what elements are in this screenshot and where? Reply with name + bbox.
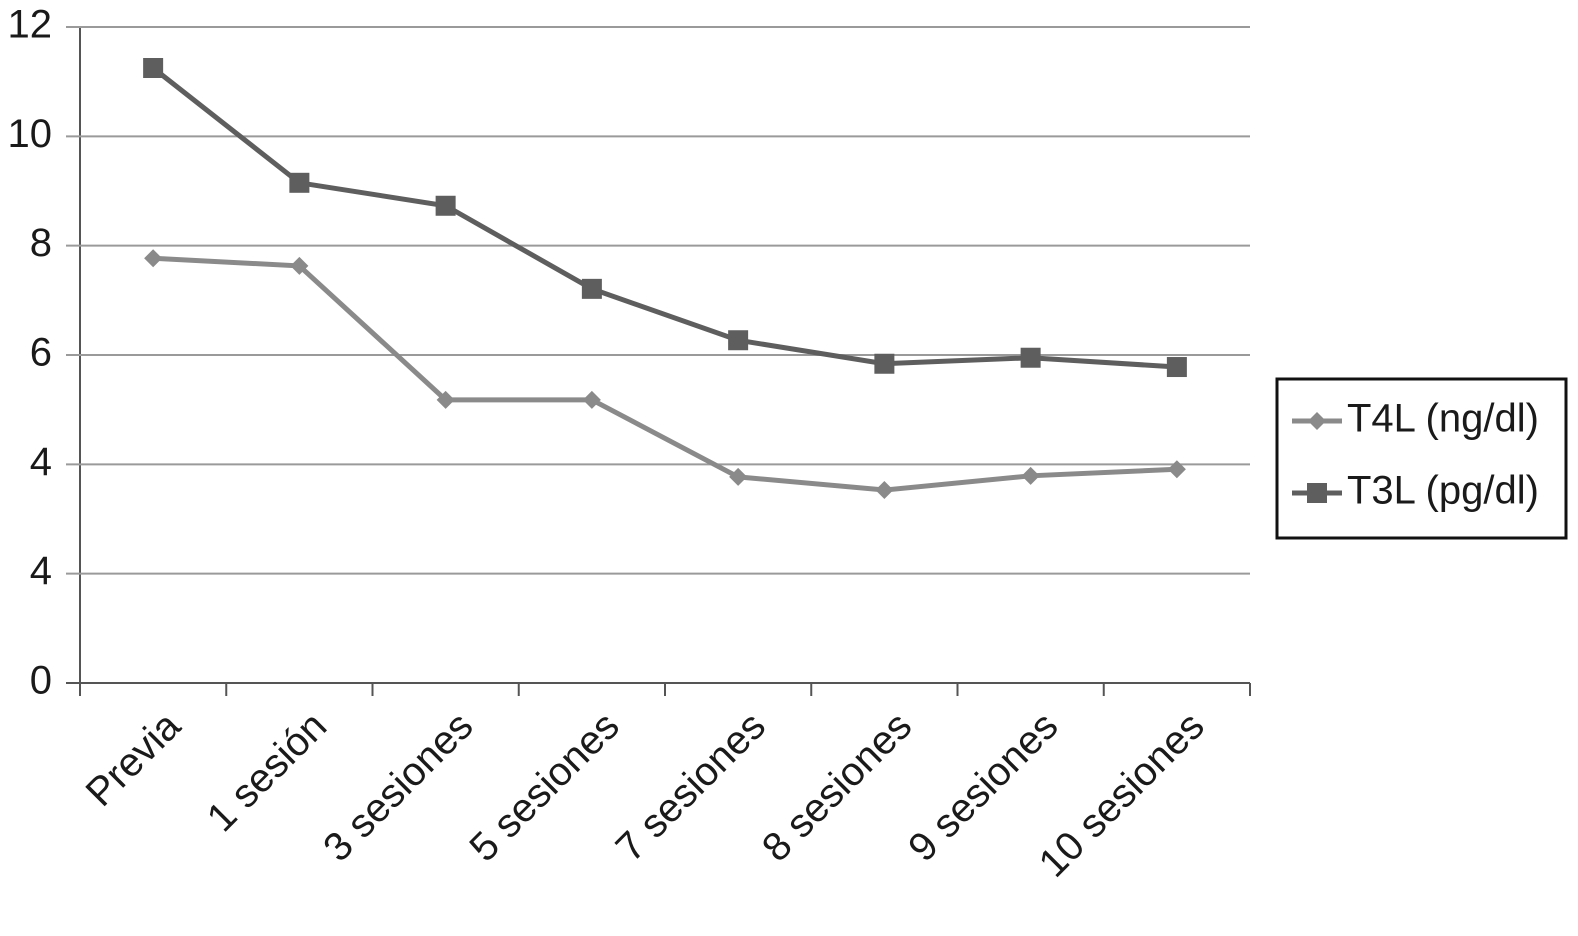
point	[729, 467, 748, 486]
point	[874, 353, 895, 374]
point	[144, 249, 163, 268]
point	[1020, 347, 1041, 368]
point	[582, 390, 601, 409]
legend-label: T3L (pg/dl)	[1347, 469, 1539, 513]
legend-label: T4L (ng/dl)	[1347, 397, 1539, 441]
y-tick-label: 12	[8, 3, 53, 47]
point	[581, 278, 602, 299]
point	[436, 390, 455, 409]
point	[143, 58, 164, 78]
y-tick-label: 6	[30, 331, 52, 375]
series-line	[151, 66, 1178, 370]
point	[435, 195, 456, 216]
legend-marker	[1308, 412, 1326, 430]
x-tick-label: Previa	[78, 703, 190, 815]
legend-box	[1275, 377, 1568, 540]
x-tick-label: 1 sesión	[199, 704, 335, 840]
point	[289, 172, 310, 193]
y-tick-label: 10	[8, 112, 53, 156]
point	[1166, 357, 1187, 378]
point	[1021, 466, 1040, 485]
x-tick-label: 3 sesiones	[315, 704, 481, 870]
y-tick-label: 4	[30, 549, 52, 593]
point	[875, 481, 894, 500]
y-tick-label: 0	[30, 659, 52, 703]
x-tick-label: 7 sesiones	[608, 704, 774, 870]
point	[290, 256, 309, 275]
legend-marker	[1307, 483, 1327, 503]
point	[1167, 460, 1186, 479]
point	[728, 330, 749, 351]
y-tick-label: 4	[30, 440, 52, 484]
series-line	[152, 255, 1177, 493]
y-tick-label: 8	[30, 221, 52, 265]
x-tick-label: 5 sesiones	[461, 704, 627, 870]
x-tick-label: 8 sesiones	[754, 704, 920, 870]
